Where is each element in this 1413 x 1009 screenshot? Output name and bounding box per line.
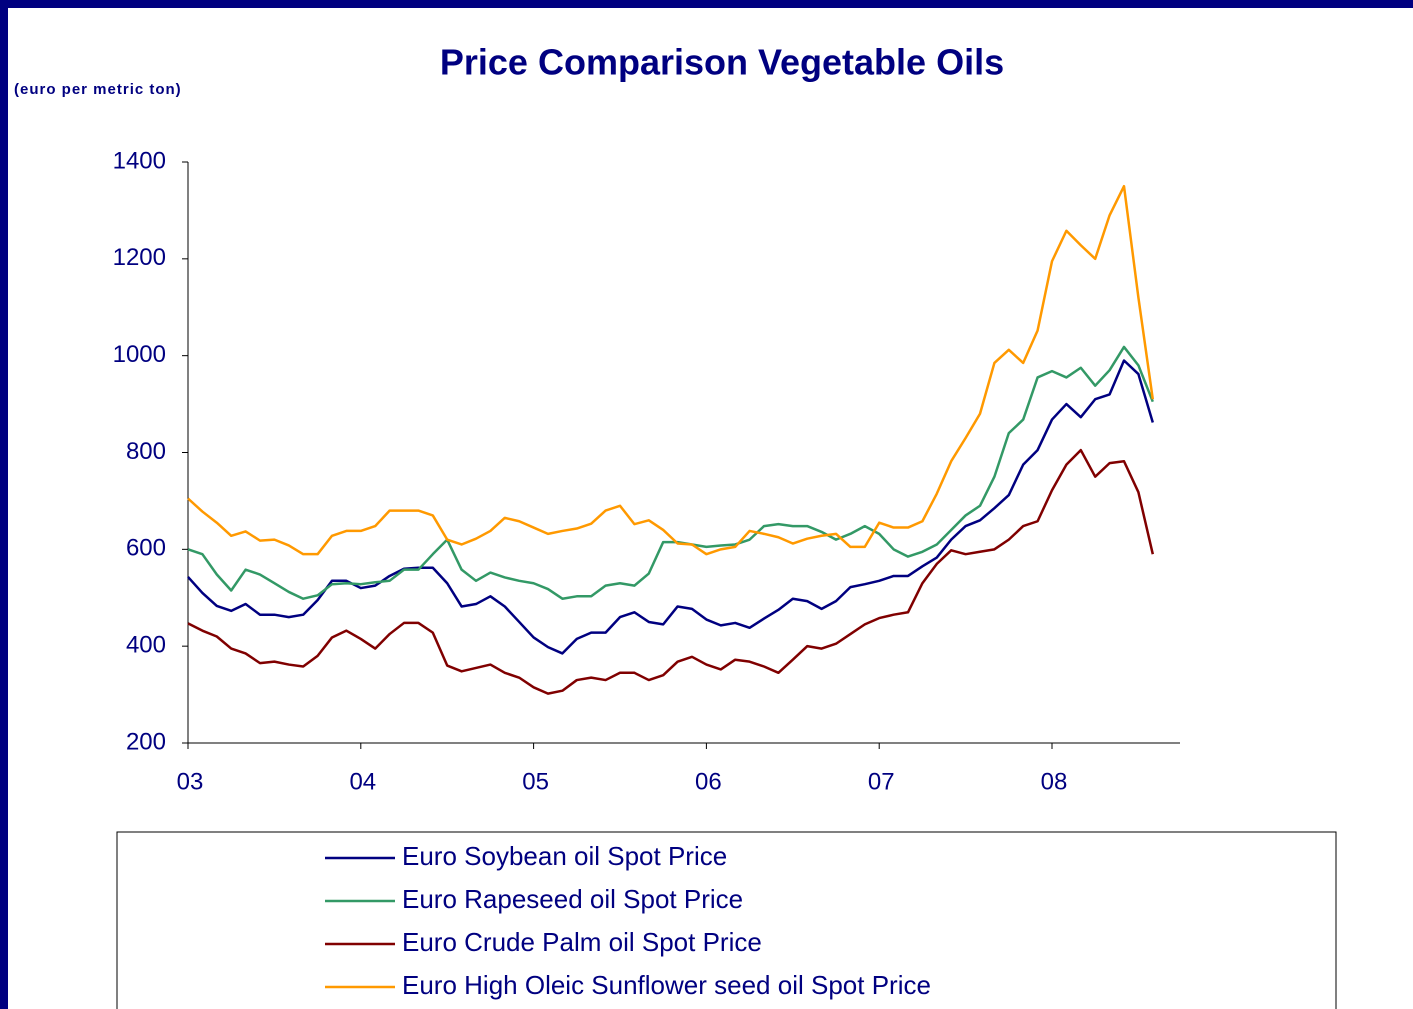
y-tick-label: 200	[126, 728, 166, 755]
series-line	[187, 345, 1154, 600]
x-tick-label: 07	[868, 768, 895, 795]
x-tick-label: 04	[349, 768, 376, 795]
y-tick-label: 1000	[113, 341, 166, 368]
legend-label: Euro Rapeseed oil Spot Price	[402, 884, 743, 914]
chart-title: Price Comparison Vegetable Oils	[440, 42, 1004, 83]
x-tick-label: 06	[695, 768, 722, 795]
legend-label: Euro Crude Palm oil Spot Price	[402, 927, 762, 957]
y-tick-label: 1400	[113, 147, 166, 174]
series-line	[187, 184, 1155, 556]
series-line	[187, 359, 1154, 655]
x-tick-label: 08	[1041, 768, 1068, 795]
legend-box	[116, 831, 1337, 1009]
x-tick-label: 03	[177, 768, 204, 795]
y-tick-label: 400	[126, 632, 166, 659]
y-axis-label: (euro per metric ton)	[14, 81, 182, 98]
legend-label: Euro Soybean oil Spot Price	[402, 841, 727, 871]
series-line	[187, 448, 1155, 695]
y-tick-label: 1200	[113, 244, 166, 271]
y-tick-label: 800	[126, 438, 166, 465]
y-tick-label: 600	[126, 535, 166, 562]
x-tick-label: 05	[522, 768, 549, 795]
legend-label: Euro High Oleic Sunflower seed oil Spot …	[402, 970, 931, 1000]
